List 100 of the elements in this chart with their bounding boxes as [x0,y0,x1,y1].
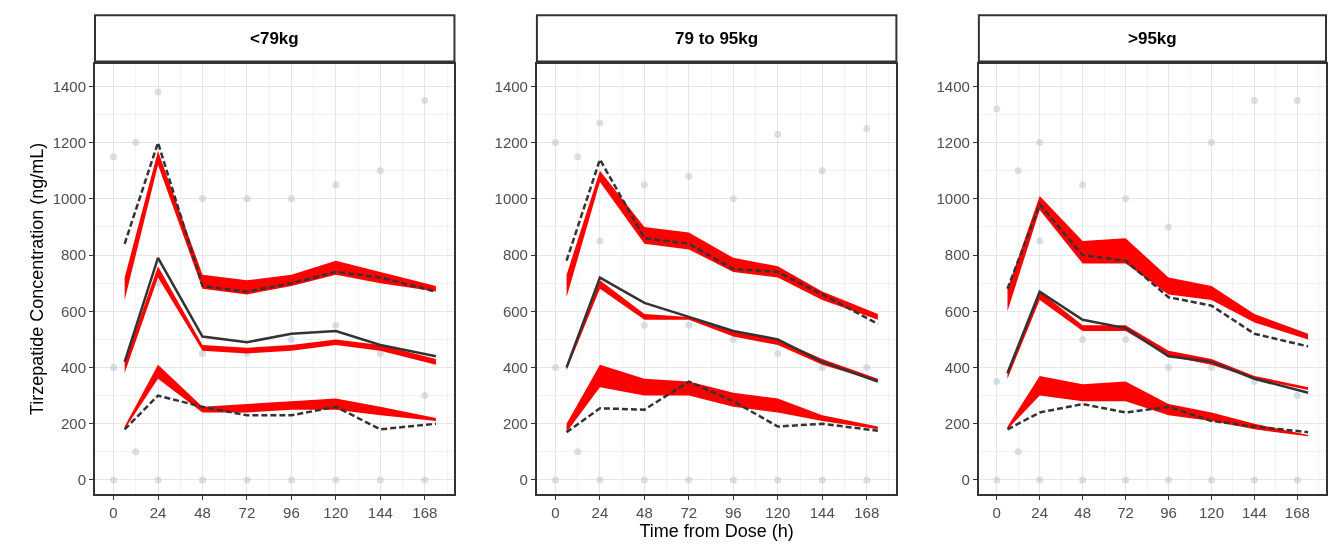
point [287,476,295,484]
point [993,378,1001,386]
y-tick-label: 200 [944,414,970,432]
y-tick-label: 400 [502,358,528,376]
x-tick-label: 0 [109,504,118,521]
point [1207,364,1215,371]
point [1165,364,1173,371]
point [1293,392,1301,400]
y-tick-label: 1400 [494,77,528,95]
point [376,476,384,484]
x-tick-label: 48 [194,504,211,521]
y-tick-label: 800 [944,246,970,264]
point [1293,96,1301,104]
point [1122,476,1130,484]
y-tick-label: 1000 [936,190,970,208]
point [287,335,295,343]
point [1079,335,1087,343]
point [685,321,693,329]
point [110,476,118,484]
x-tick-label: 120 [1198,504,1224,521]
point [551,139,559,147]
chart-title: <79kg [250,29,299,48]
x-tick-label: 168 [1284,504,1310,521]
y-axis-title: Tirzepatide Concentration (ng/mL) [27,142,48,416]
point [818,167,826,175]
y-tick-label: 600 [944,302,970,320]
point [640,476,648,484]
point [818,476,826,484]
x-tick-label: 24 [149,504,167,521]
point [863,476,871,484]
line-series [123,256,438,364]
x-tick-label: 144 [1241,504,1267,521]
chart-title: 79 to 95kg [675,29,759,48]
point [1014,448,1022,456]
point [1207,139,1215,147]
x-tick-label: 120 [323,504,349,521]
point [1122,335,1130,343]
point [198,349,206,357]
y-tick-label: 200 [502,414,528,432]
x-tick-label: 72 [238,504,256,521]
x-tick-label: 96 [1160,504,1177,521]
x-tick-label: 96 [724,504,742,521]
x-tick-label: 48 [1074,504,1091,521]
point [551,476,559,484]
point [132,139,140,147]
x-axis-title: Time from Dose (h) [639,521,794,541]
point [132,448,140,456]
point [818,364,826,371]
point [774,130,782,138]
point [774,476,782,484]
y-tick-label: 200 [60,414,86,432]
line-series [123,394,438,431]
y-tick-label: 1000 [494,190,528,208]
point [1036,139,1044,147]
point [110,153,118,161]
x-tick-label: 0 [992,504,1001,521]
point [110,364,118,371]
point [1079,476,1087,484]
point [1165,223,1173,231]
y-tick-label: 1200 [494,133,528,151]
point [596,476,604,484]
point [154,476,162,484]
line-series [565,380,880,434]
y-tick-label: 1200 [936,133,970,151]
point [863,364,871,371]
point [574,448,582,456]
point [1250,476,1258,484]
y-tick-label: 600 [60,302,86,320]
point [729,476,737,484]
y-tick-label: 1000 [52,190,86,208]
point [729,335,737,343]
point [685,172,693,180]
point [729,195,737,203]
x-tick-label: 96 [283,504,300,521]
y-tick-label: 1400 [52,77,86,95]
point [332,181,340,189]
point [685,476,693,484]
y-tick-label: 0 [77,471,86,489]
point [421,392,429,400]
x-tick-label: 72 [1117,504,1134,521]
point [596,119,604,127]
point [993,476,1001,484]
chart-title: >95kg [1128,29,1177,48]
point [1293,476,1301,484]
y-tick-label: 400 [60,358,86,376]
x-tick-label: 120 [765,504,791,521]
point [154,88,162,96]
y-tick-label: 1200 [52,133,86,151]
point [1165,476,1173,484]
x-tick-label: 24 [1031,504,1049,521]
x-tick-label: 144 [809,504,835,521]
line-series [1006,402,1310,434]
point [596,237,604,245]
point [574,153,582,161]
y-tick-label: 400 [944,358,970,376]
point [332,476,340,484]
point [421,476,429,484]
point [1250,96,1258,104]
point [640,181,648,189]
y-tick-label: 1400 [936,77,970,95]
